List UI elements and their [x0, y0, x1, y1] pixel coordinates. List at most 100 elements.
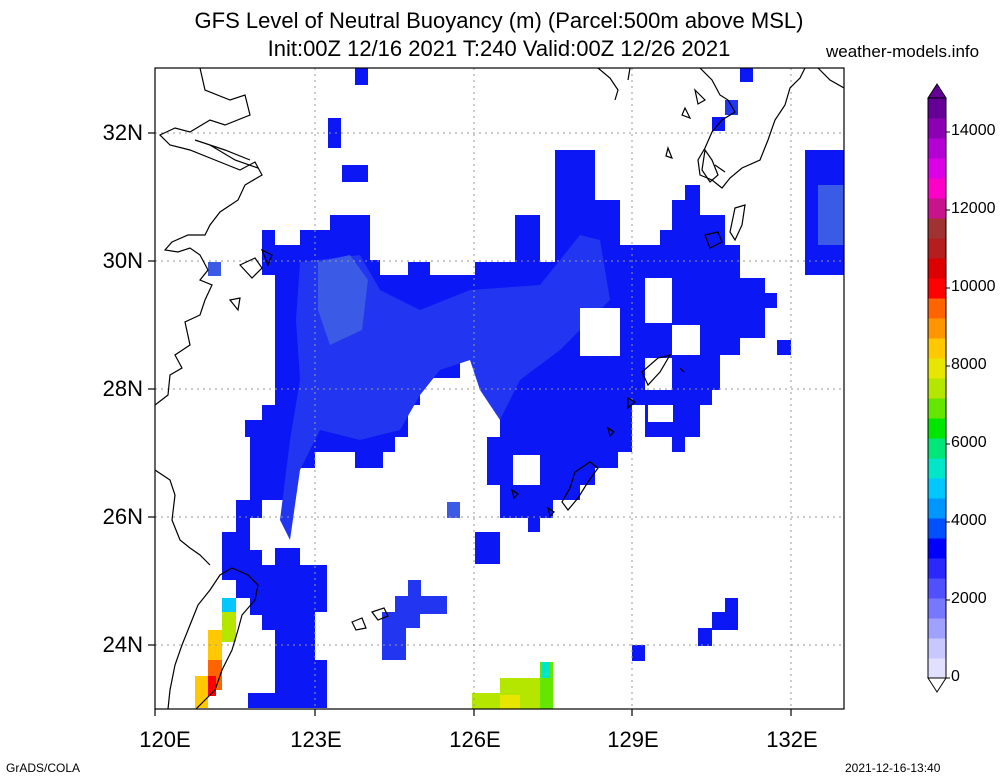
colorbar-swatch	[928, 258, 946, 279]
field-hole	[672, 325, 700, 355]
colorbar-swatch	[928, 558, 946, 579]
colorbar-swatch	[928, 298, 946, 319]
lat-label-30N: 30N	[102, 248, 143, 273]
colorbar-swatch	[928, 658, 946, 679]
colorbar-swatch	[928, 118, 946, 139]
lon-label-120E: 120E	[139, 727, 191, 752]
lat-label-28N: 28N	[102, 376, 143, 401]
colorbar-swatch	[928, 638, 946, 659]
field-hole	[580, 308, 620, 356]
colorbar-swatch	[928, 418, 946, 439]
colorbar-swatch	[928, 218, 946, 239]
colorbar-swatch	[928, 138, 946, 159]
coastline-korea	[597, 68, 631, 101]
field-cell	[740, 68, 753, 82]
field-hole	[648, 405, 673, 422]
colorbar-swatch	[928, 238, 946, 259]
coastline-small-islands	[511, 488, 555, 518]
colorbar-swatch	[928, 458, 946, 479]
lat-label-32N: 32N	[102, 120, 143, 145]
buoyancy-region-core	[318, 255, 368, 345]
coastline-estuary	[194, 139, 259, 169]
colorbar-label-12000: 12000	[951, 200, 996, 217]
colorbar-swatch	[928, 178, 946, 199]
field-cell	[475, 532, 500, 564]
colorbar-swatch	[928, 498, 946, 519]
lon-label-123E: 123E	[290, 727, 342, 752]
coastline-taiwan	[167, 567, 259, 709]
coastline-goto	[665, 88, 706, 159]
field-cell	[725, 598, 738, 630]
colorbar-label-2000: 2000	[951, 590, 987, 607]
colorbar-swatch	[928, 598, 946, 619]
field-cell	[208, 262, 221, 276]
coastline-sakishima	[351, 607, 389, 631]
lat-label-26N: 26N	[102, 504, 143, 529]
field-cell-high	[542, 662, 550, 678]
colorbar-swatch	[928, 518, 946, 539]
colorbar-swatch	[928, 478, 946, 499]
colorbar-swatch	[928, 198, 946, 219]
colorbar-max-arrow	[927, 83, 947, 99]
colorbar-swatch	[928, 338, 946, 359]
field-cell	[698, 628, 712, 646]
field-cell	[632, 645, 645, 661]
chart-title: GFS Level of Neutral Buoyancy (m) (Parce…	[194, 8, 804, 33]
coastline-islands	[228, 248, 273, 312]
buoyancy-field	[195, 68, 844, 709]
buoyancy-region-south	[275, 630, 315, 708]
lon-label-126E: 126E	[449, 727, 501, 752]
field-cell	[328, 118, 341, 148]
colorbar-label-8000: 8000	[951, 356, 987, 373]
field-cell-high	[222, 612, 236, 642]
lon-label-129E: 129E	[607, 727, 659, 752]
colorbar-swatch	[928, 398, 946, 419]
field-cell	[382, 612, 420, 628]
colorbar-label-14000: 14000	[951, 122, 996, 139]
colorbar-label-10000: 10000	[951, 278, 996, 295]
field-cell	[818, 185, 844, 245]
coastline-tanegashima	[704, 204, 746, 249]
colorbar-swatch	[928, 438, 946, 459]
footer-timestamp: 2021-12-16-13:40	[845, 761, 941, 775]
colorbar-swatch	[928, 358, 946, 379]
site-label: weather-models.info	[826, 42, 980, 61]
field-hole	[513, 455, 540, 485]
lon-label-132E: 132E	[766, 727, 818, 752]
field-cell	[382, 628, 406, 660]
colorbar-swatch	[928, 158, 946, 179]
colorbar-swatch	[928, 378, 946, 399]
chart-subtitle: Init:00Z 12/16 2021 T:240 Valid:00Z 12/2…	[267, 36, 731, 61]
colorbar	[927, 83, 950, 693]
coastline-east	[817, 68, 844, 89]
field-cell-high	[500, 695, 520, 709]
coastlines	[155, 68, 844, 709]
footer-credit: GrADS/COLA	[6, 761, 81, 775]
colorbar-swatch	[928, 278, 946, 299]
field-cell	[447, 502, 460, 518]
coastline-china-south	[155, 469, 211, 566]
colorbar-swatch	[928, 538, 946, 559]
lat-label-24N: 24N	[102, 632, 143, 657]
axis-ticks	[148, 132, 792, 716]
colorbar-label-0: 0	[951, 668, 960, 685]
colorbar-swatch	[928, 618, 946, 639]
colorbar-swatch	[928, 98, 946, 119]
field-cell	[725, 100, 738, 115]
colorbar-swatch	[928, 578, 946, 599]
colorbar-label-4000: 4000	[951, 512, 987, 529]
coastline-amami	[641, 354, 685, 387]
colorbar-outline	[927, 97, 947, 679]
field-cell	[355, 68, 368, 85]
field-cell	[395, 596, 447, 614]
coastline-okinawa	[561, 396, 637, 511]
field-cell-high	[208, 676, 216, 696]
colorbar-swatch	[928, 318, 946, 339]
colorbar-min-arrow	[927, 677, 947, 693]
field-hole	[645, 278, 672, 323]
field-cell-high	[472, 693, 500, 709]
coastline-kagoshima	[701, 148, 726, 183]
field-cell	[342, 165, 368, 182]
field-cell	[408, 580, 421, 596]
